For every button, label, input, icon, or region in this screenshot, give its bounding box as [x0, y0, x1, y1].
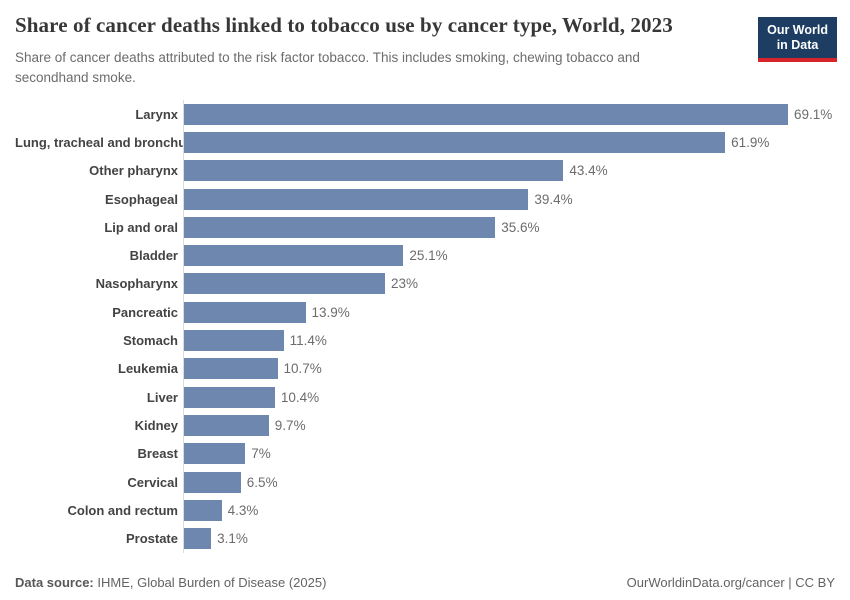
chart-row: Lung, tracheal and bronchus 61.9%	[15, 128, 850, 157]
category-label: Stomach	[123, 333, 178, 349]
bar-track: 7%	[183, 439, 850, 468]
category-label: Bladder	[129, 248, 178, 264]
value-label: 10.7%	[283, 361, 322, 377]
chart-row: Colon and rectum 4.3%	[15, 496, 850, 525]
bar	[184, 386, 275, 408]
value-label: 35.6%	[501, 219, 540, 235]
value-label: 3.1%	[217, 531, 248, 547]
bar	[184, 188, 529, 210]
bar	[184, 131, 726, 153]
bar	[184, 414, 269, 436]
bar	[184, 160, 564, 182]
value-label: 11.4%	[289, 333, 327, 349]
bar-track: 6.5%	[183, 467, 850, 497]
chart-row: Bladder 25.1%	[15, 241, 850, 270]
value-label: 23%	[391, 276, 419, 292]
bar	[184, 216, 496, 238]
bar-track: 13.9%	[183, 298, 850, 327]
category-label: Lung, tracheal and bronchus	[15, 134, 194, 150]
value-label: 10.4%	[280, 389, 320, 405]
bar	[184, 443, 246, 465]
chart-row: Lip and oral 35.6%	[15, 213, 850, 242]
data-source: Data source: IHME, Global Burden of Dise…	[15, 575, 326, 590]
bar-track: 9.7%	[183, 411, 850, 440]
bar	[184, 103, 788, 125]
chart-row: Larynx 69.1%	[15, 100, 850, 129]
chart-row: Stomach 11.4%	[15, 326, 850, 355]
category-label: Other pharynx	[89, 163, 178, 179]
value-label: 39.4%	[534, 191, 573, 207]
chart-row: Prostate 3.1%	[15, 524, 850, 553]
owid-logo-line2: in Data	[776, 38, 819, 52]
bar-track: 11.4%	[183, 326, 850, 355]
value-label: 9.7%	[274, 417, 306, 433]
page-title: Share of cancer deaths linked to tobacco…	[15, 13, 673, 37]
value-label: 7%	[251, 446, 271, 462]
bar-track: 43.4%	[183, 156, 850, 185]
value-label: 69.1%	[794, 106, 833, 122]
category-label: Leukemia	[118, 361, 178, 377]
bar-chart: Larynx 69.1% Lung, tracheal and bronchus 61…	[15, 100, 850, 553]
owid-logo-line1: Our World	[767, 23, 828, 37]
value-label: 6.5%	[246, 474, 278, 490]
category-label: Cervical	[127, 474, 178, 490]
bar-track: 10.7%	[183, 354, 850, 383]
bar-track: 25.1%	[183, 241, 850, 270]
category-label: Nasopharynx	[95, 276, 178, 292]
bar-track: 39.4%	[183, 184, 850, 214]
bar	[184, 471, 241, 493]
category-label: Liver	[146, 389, 178, 405]
bar	[184, 273, 385, 295]
bar	[184, 245, 404, 267]
bar	[184, 330, 284, 352]
chart-row: Cervical 6.5%	[15, 467, 850, 497]
chart-subtitle: Share of cancer deaths attributed to the…	[15, 50, 640, 85]
bar	[184, 358, 278, 380]
chart-footer: Data source: IHME, Global Burden of Dise…	[15, 575, 835, 590]
chart-row: Kidney 9.7%	[15, 411, 850, 440]
category-label: Esophageal	[105, 191, 178, 207]
owid-logo: Our World in Data	[758, 17, 837, 62]
category-label: Breast	[137, 446, 178, 462]
chart-row: Esophageal 39.4%	[15, 184, 850, 214]
bar	[184, 499, 222, 521]
value-label: 13.9%	[311, 304, 350, 320]
category-label: Prostate	[125, 531, 178, 547]
category-label: Larynx	[135, 106, 178, 122]
chart-row: Pancreatic 13.9%	[15, 298, 850, 327]
chart-row: Other pharynx 43.4%	[15, 156, 850, 185]
value-label: 61.9%	[731, 134, 770, 150]
bar-track: 69.1%	[183, 100, 850, 129]
bar-track: 61.9%	[183, 128, 850, 157]
data-source-value: IHME, Global Burden of Disease (2025)	[97, 575, 327, 590]
bar-track: 35.6%	[183, 213, 850, 242]
bar	[184, 301, 306, 323]
footer-attribution: OurWorldinData.org/cancer | CC BY	[626, 575, 835, 590]
value-label: 25.1%	[409, 248, 448, 264]
bar	[184, 528, 212, 550]
chart-row: Leukemia 10.7%	[15, 354, 850, 383]
bar-track: 3.1%	[183, 524, 850, 553]
category-label: Lip and oral	[104, 219, 178, 235]
chart-row: Breast 7%	[15, 439, 850, 468]
bar-track: 4.3%	[183, 496, 850, 525]
bar-track: 23%	[183, 269, 850, 299]
value-label: 43.4%	[569, 163, 608, 179]
chart-row: Nasopharynx 23%	[15, 269, 850, 299]
category-label: Kidney	[134, 417, 178, 433]
category-label: Colon and rectum	[67, 502, 178, 518]
chart-row: Liver 10.4%	[15, 382, 850, 412]
value-label: 4.3%	[227, 502, 259, 518]
data-source-label: Data source:	[15, 575, 94, 590]
bar-track: 10.4%	[183, 382, 850, 412]
category-label: Pancreatic	[112, 304, 178, 320]
